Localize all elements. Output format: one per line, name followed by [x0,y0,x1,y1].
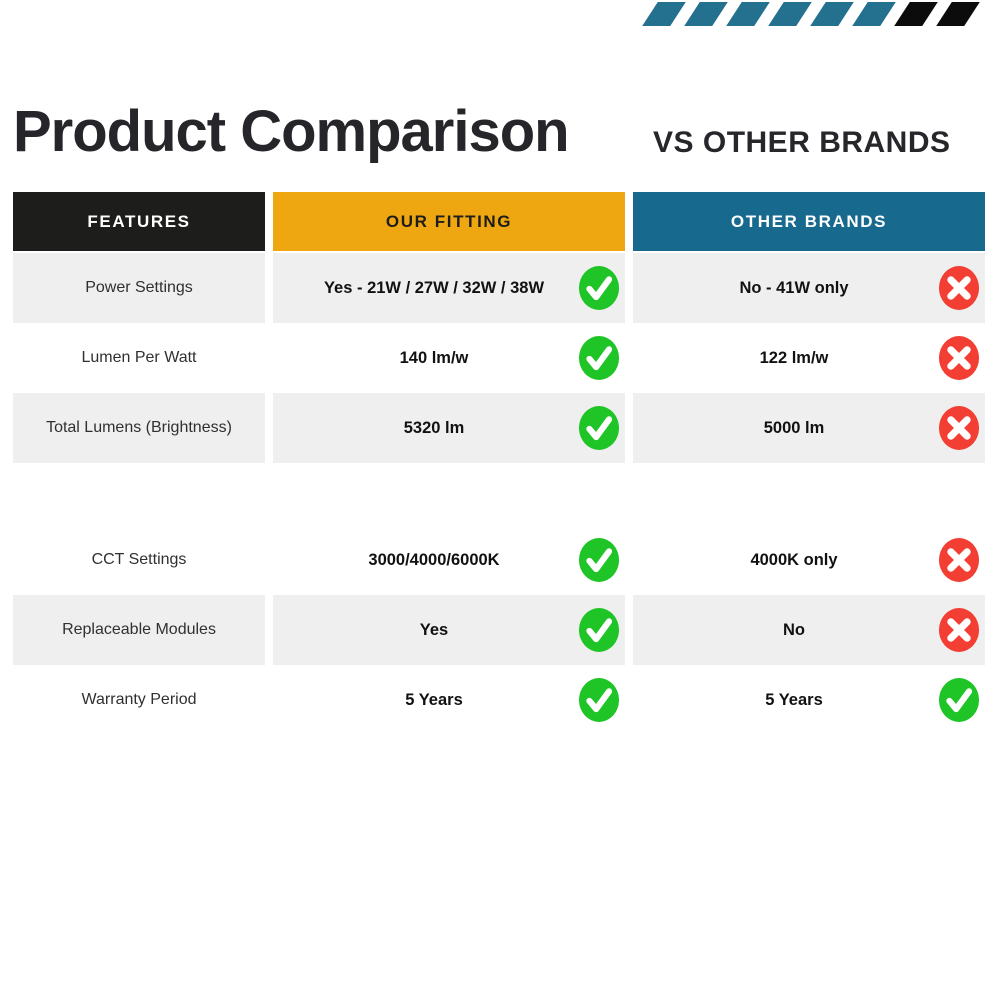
feature-label: Replaceable Modules [62,621,216,638]
feature-name-cell: Replaceable Modules [13,595,265,665]
other-brands-value-cell: 122 lm/w [633,323,985,393]
our-fitting-value-cell [273,463,625,525]
teal-stripe [684,2,728,26]
black-stripe [894,2,938,26]
table-row: Lumen Per Watt 140 lm/w 122 lm/w [13,323,985,393]
our-fitting-value-cell: Yes [273,595,625,665]
other-brands-column-header: OTHER BRANDS [633,192,985,251]
teal-stripe [726,2,770,26]
teal-stripe [642,2,686,26]
feature-name-cell [13,463,265,525]
check-icon [938,677,980,723]
other-brands-value-cell: 5000 lm [633,393,985,463]
feature-name-cell: Warranty Period [13,665,265,735]
other-brands-value-cell: 4000K only [633,525,985,595]
other-brands-value-cell: No [633,595,985,665]
features-column-header: FEATURES [13,192,265,251]
other-brands-value: 122 lm/w [759,348,829,367]
feature-name-cell: CCT Settings [13,525,265,595]
feature-label: Warranty Period [81,691,197,708]
our-fitting-value-cell: 140 lm/w [273,323,625,393]
feature-name-cell: Total Lumens (Brightness) [13,393,265,463]
check-icon [578,537,620,583]
feature-label: Total Lumens (Brightness) [46,419,232,436]
teal-stripe [810,2,854,26]
feature-name-cell: Lumen Per Watt [13,323,265,393]
our-fitting-value: 5 Years [405,690,463,709]
table-body: Power Settings Yes - 21W / 27W / 32W / 3… [13,253,985,735]
table-row: CCT Settings 3000/4000/6000K 4000K only [13,525,985,595]
table-row: Power Settings Yes - 21W / 27W / 32W / 3… [13,253,985,323]
cross-icon [938,537,980,583]
check-icon [578,335,620,381]
check-icon [578,265,620,311]
other-brands-value-cell: No - 41W only [633,253,985,323]
other-brands-value-cell: 5 Years [633,665,985,735]
check-icon [578,607,620,653]
our-fitting-value-cell: 5320 lm [273,393,625,463]
our-fitting-value: 3000/4000/6000K [368,550,500,569]
check-icon [578,405,620,451]
cross-icon [938,405,980,451]
teal-stripe [768,2,812,26]
our-fitting-value: 140 lm/w [399,348,469,367]
our-fitting-column-header: OUR FITTING [273,192,625,251]
our-fitting-value: Yes [419,620,449,639]
feature-label: Lumen Per Watt [81,349,197,366]
our-fitting-value-cell: Yes - 21W / 27W / 32W / 38W [273,253,625,323]
cross-icon [938,335,980,381]
page-title: Product Comparison [13,99,570,164]
table-row: Replaceable Modules Yes No [13,595,985,665]
teal-stripe [852,2,896,26]
check-icon [578,677,620,723]
black-stripe [936,2,980,26]
our-fitting-value: Yes - 21W / 27W / 32W / 38W [323,278,545,297]
corner-stripes-decoration [642,2,1000,26]
other-brands-value: 5 Years [765,690,823,709]
our-fitting-value-cell: 3000/4000/6000K [273,525,625,595]
our-fitting-value-cell: 5 Years [273,665,625,735]
cross-icon [938,265,980,311]
table-row: Warranty Period 5 Years 5 Years [13,665,985,735]
table-spacer-row [13,463,985,525]
comparison-table: FEATURES OUR FITTING OTHER BRANDS Power … [13,192,985,735]
other-brands-value: No [783,620,805,639]
page-subtitle: VS OTHER BRANDS [653,126,951,159]
other-brands-value: 5000 lm [763,418,825,437]
our-fitting-value: 5320 lm [403,418,465,437]
feature-label: CCT Settings [91,551,187,568]
other-brands-value: No - 41W only [739,278,849,297]
feature-label: Power Settings [85,279,193,296]
other-brands-value: 4000K only [750,550,838,569]
other-brands-value-cell [633,463,985,525]
table-row: Total Lumens (Brightness) 5320 lm 5000 l… [13,393,985,463]
cross-icon [938,607,980,653]
feature-name-cell: Power Settings [13,253,265,323]
table-header-row: FEATURES OUR FITTING OTHER BRANDS [13,192,985,251]
